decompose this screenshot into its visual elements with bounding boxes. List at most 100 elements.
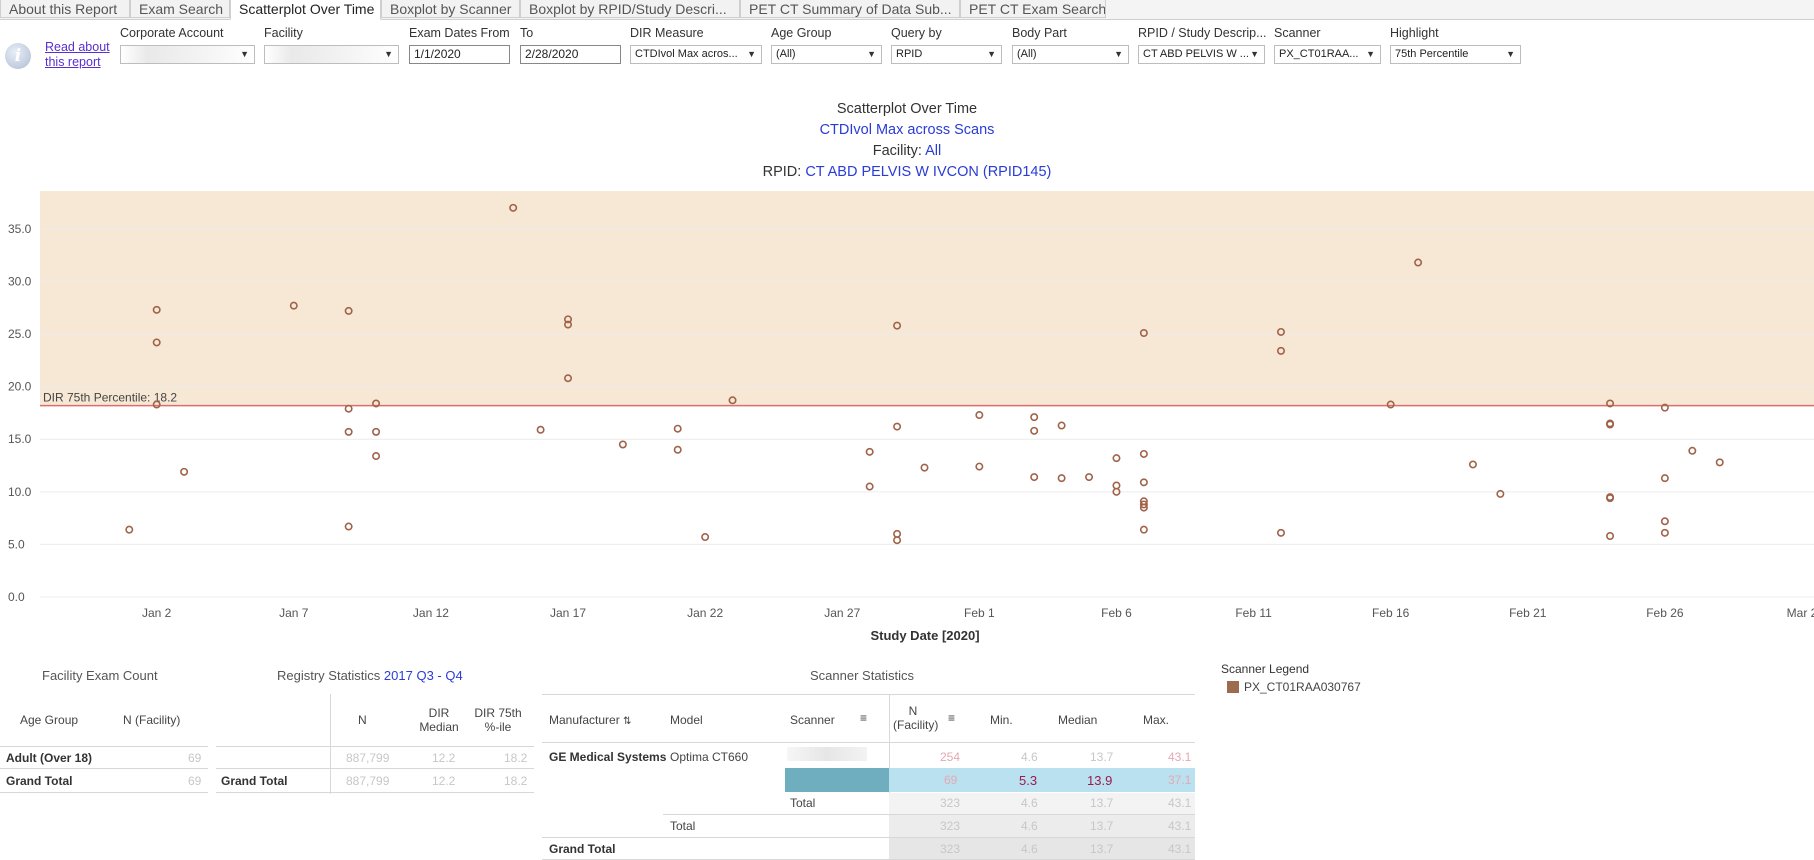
data-point xyxy=(289,301,298,310)
sort-icon[interactable]: ≡ xyxy=(948,711,956,725)
data-point xyxy=(1688,446,1697,455)
tab-pet-ct-summary[interactable]: PET CT Summary of Data Sub... xyxy=(740,0,960,18)
table-cell: 887,799 xyxy=(346,774,390,788)
chevron-down-icon: ▼ xyxy=(987,49,996,59)
data-point xyxy=(564,315,573,324)
tab-bar: About this Report Exam Search Scatterplo… xyxy=(0,0,1814,20)
date-from-label: Exam Dates From xyxy=(409,26,510,40)
data-point xyxy=(1030,413,1039,422)
read-about-report-link[interactable]: Read about this report xyxy=(45,40,110,69)
chevron-down-icon: ▼ xyxy=(1366,49,1375,59)
data-point xyxy=(1030,426,1039,435)
data-point xyxy=(372,452,381,461)
data-point xyxy=(1112,487,1121,496)
query-by-select[interactable]: RPID ▼ xyxy=(891,45,1002,64)
reference-line-label: DIR 75th Percentile: 18.2 xyxy=(43,391,177,405)
column-header: Max. xyxy=(1143,713,1170,727)
chevron-down-icon: ▼ xyxy=(384,49,393,59)
column-header[interactable]: Manufacturer ⇅ xyxy=(549,713,632,727)
table-cell: 323 xyxy=(940,819,961,833)
data-point xyxy=(1085,473,1094,482)
chevron-down-icon: ▼ xyxy=(1506,49,1515,59)
data-point xyxy=(673,424,682,433)
date-to-input[interactable]: 2/28/2020 xyxy=(520,45,621,64)
query-by-filter: Query by RPID ▼ xyxy=(891,26,1002,64)
data-point xyxy=(893,536,902,545)
highlight-filter: Highlight 75th Percentile ▼ xyxy=(1390,26,1521,64)
data-point xyxy=(975,462,984,471)
data-point xyxy=(1660,474,1669,483)
chevron-down-icon: ▼ xyxy=(867,49,876,59)
date-from-input[interactable]: 1/1/2020 xyxy=(409,45,510,64)
scanner-select[interactable]: PX_CT01RAA... ▼ xyxy=(1274,45,1381,64)
tab-exam-search[interactable]: Exam Search xyxy=(130,0,230,18)
data-point xyxy=(1276,528,1285,537)
scanner-cell xyxy=(785,768,889,792)
x-axis-label: Study Date [2020] xyxy=(870,628,980,643)
data-point xyxy=(1468,460,1477,469)
chevron-down-icon: ▼ xyxy=(1250,49,1259,59)
body-part-label: Body Part xyxy=(1012,26,1067,40)
legend-item-label[interactable]: PX_CT01RAA030767 xyxy=(1244,680,1361,694)
tab-scatterplot-over-time[interactable]: Scatterplot Over Time xyxy=(230,0,381,20)
x-tick-label: Feb 6 xyxy=(1101,606,1132,620)
facility-select[interactable]: ▼ xyxy=(264,45,399,64)
highlight-select[interactable]: 75th Percentile ▼ xyxy=(1390,45,1521,64)
facility-subtitle: Facility: All xyxy=(872,143,942,159)
info-icon[interactable]: i xyxy=(5,43,31,69)
table-cell: 69 xyxy=(944,773,958,787)
tab-boxplot-by-rpid[interactable]: Boxplot by RPID/Study Descri... xyxy=(520,0,740,18)
column-header: N (Facility) xyxy=(123,713,181,727)
data-point xyxy=(893,422,902,431)
table-cell: 69 xyxy=(188,774,202,788)
y-tick-label: 30.0 xyxy=(8,274,32,288)
y-tick-label: 25.0 xyxy=(8,327,32,341)
x-tick-label: Feb 1 xyxy=(964,606,995,620)
corporate-account-select[interactable]: ▼ xyxy=(120,45,255,64)
tab-boxplot-by-scanner[interactable]: Boxplot by Scanner xyxy=(381,0,520,18)
age-group-select[interactable]: (All) ▼ xyxy=(771,45,882,64)
x-tick-label: Feb 16 xyxy=(1372,606,1410,620)
table-cell: 12.2 xyxy=(432,774,456,788)
table-cell: 13.7 xyxy=(1090,842,1114,856)
age-group-filter: Age Group (All) ▼ xyxy=(771,26,882,64)
data-point xyxy=(1414,258,1423,267)
column-header: Scanner xyxy=(790,713,835,727)
data-point xyxy=(125,525,134,534)
tab-about-report[interactable]: About this Report xyxy=(0,0,130,18)
data-point xyxy=(920,463,929,472)
table-cell: 4.6 xyxy=(1021,750,1038,764)
y-tick-label: 15.0 xyxy=(8,432,32,446)
table-cell: 43.1 xyxy=(1168,796,1192,810)
rpid-select[interactable]: CT ABD PELVIS W ... ▼ xyxy=(1138,45,1265,64)
sort-icon[interactable]: ≡ xyxy=(860,711,868,725)
table-cell: 4.6 xyxy=(1021,842,1038,856)
body-part-select[interactable]: (All) ▼ xyxy=(1012,45,1129,64)
y-tick-label: 10.0 xyxy=(8,485,32,499)
data-point xyxy=(1606,531,1615,540)
row-label: Adult (Over 18) xyxy=(6,751,93,765)
data-point xyxy=(152,305,161,314)
y-tick-label: 35.0 xyxy=(8,222,32,236)
data-point xyxy=(1606,494,1615,503)
tab-pet-ct-exam-search[interactable]: PET CT Exam Search xyxy=(960,0,1106,18)
table-cell: 43.1 xyxy=(1168,842,1192,856)
data-point xyxy=(1139,500,1148,509)
facility-filter: Facility ▼ xyxy=(264,26,399,64)
column-header: DIR 75th %-ile xyxy=(474,706,522,734)
data-point xyxy=(1057,474,1066,483)
table-cell: 323 xyxy=(940,796,961,810)
x-tick-label: Mar 2 xyxy=(1787,606,1814,620)
x-tick-label: Jan 22 xyxy=(687,606,723,620)
data-point xyxy=(372,399,381,408)
data-point xyxy=(1057,421,1066,430)
dir-measure-select[interactable]: CTDIvol Max acros... ▼ xyxy=(630,45,762,64)
x-tick-label: Jan 7 xyxy=(279,606,309,620)
table-cell: 13.7 xyxy=(1090,819,1114,833)
x-tick-label: Feb 26 xyxy=(1646,606,1684,620)
data-point xyxy=(1139,449,1148,458)
data-point xyxy=(893,321,902,330)
data-point xyxy=(180,467,189,476)
scatter-plot: 0.0 5.0 10.0 15.0 20.0 25.0 30.0 35.0 Jan 2 Jan 7… xyxy=(8,191,1814,620)
reference-label-bg xyxy=(41,390,189,405)
